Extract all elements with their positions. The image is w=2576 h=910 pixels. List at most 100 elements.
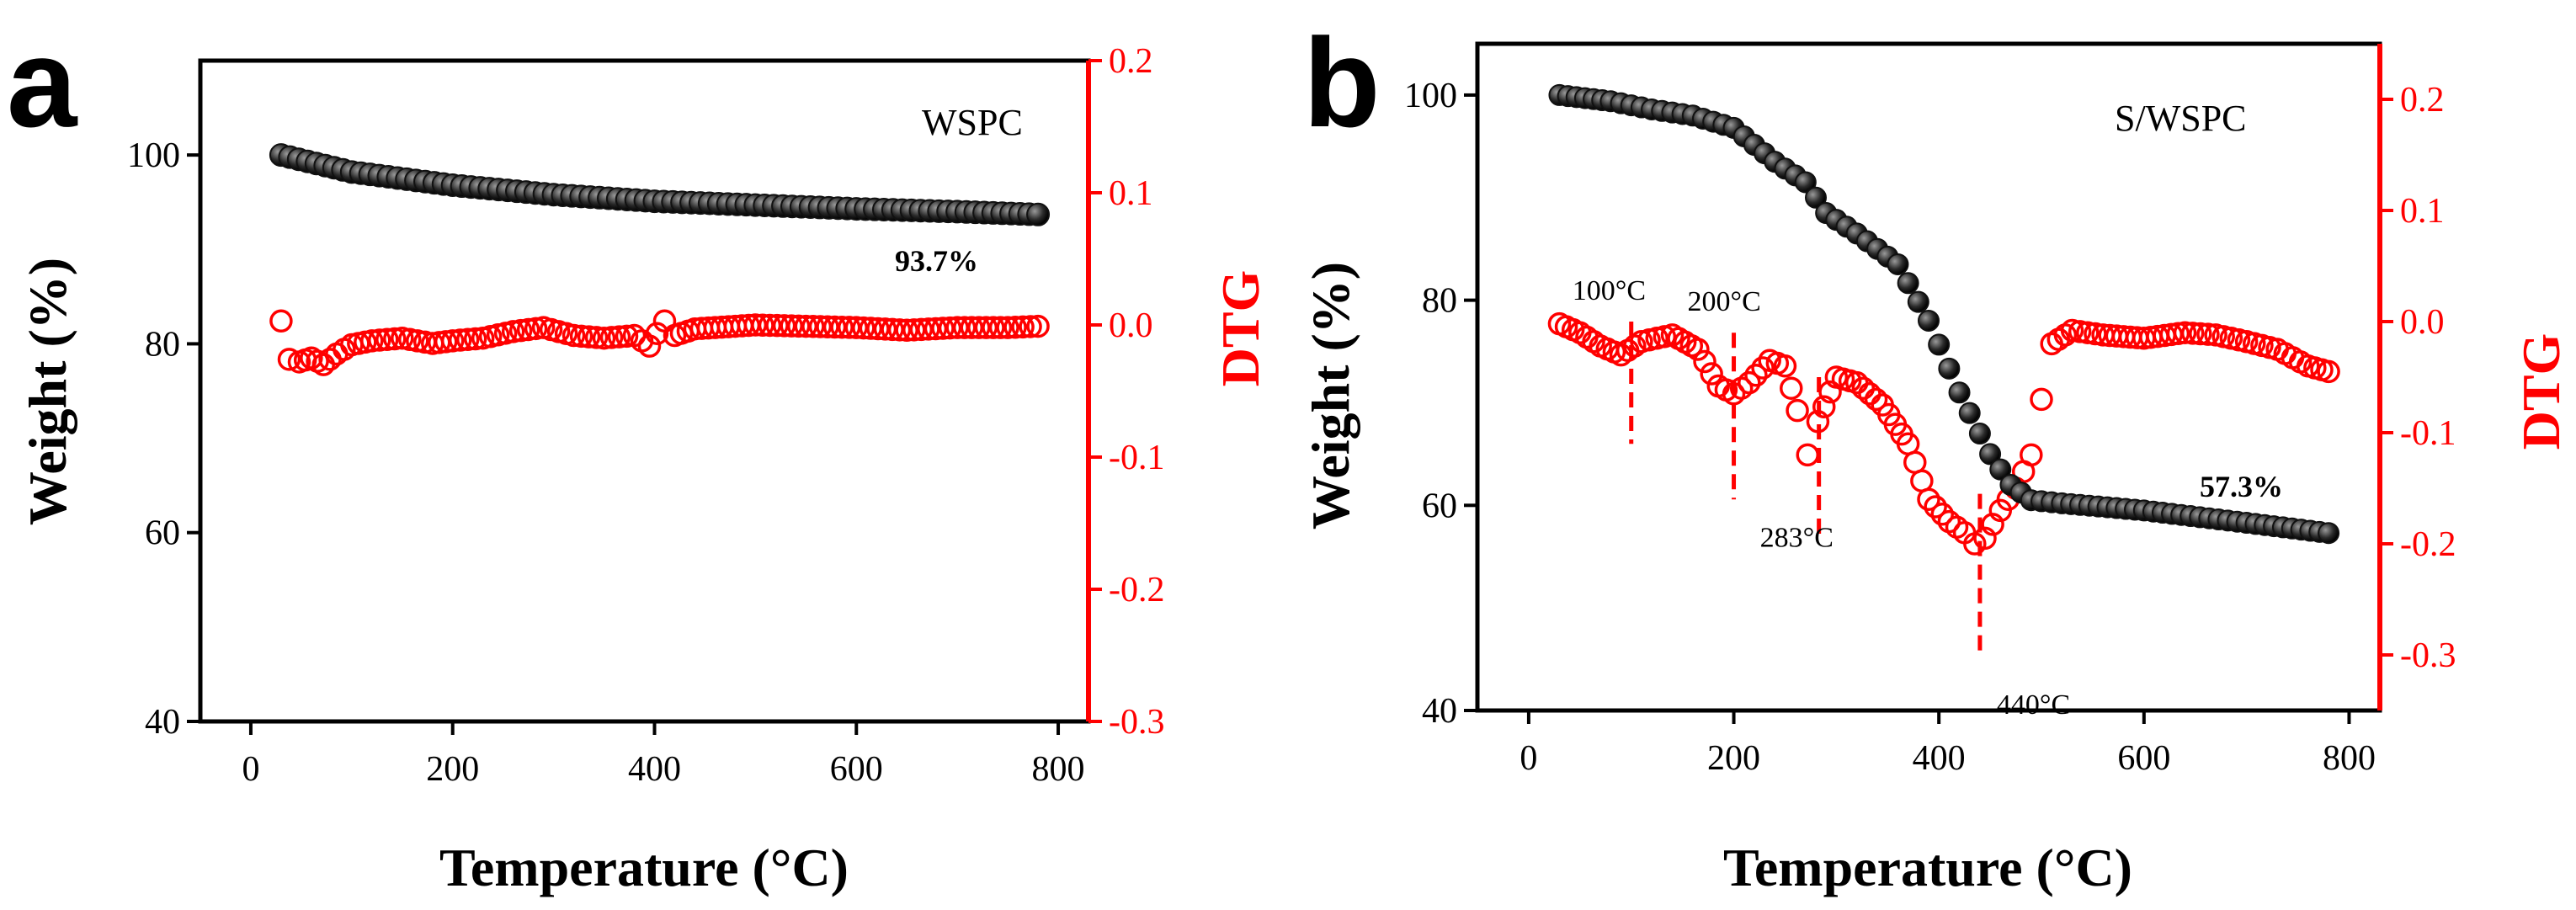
dtg-point	[2189, 322, 2212, 346]
right-y-tick-label: -0.3	[1109, 703, 1165, 742]
dtg-point	[592, 326, 616, 350]
dtg-point	[866, 317, 890, 341]
dtg-point	[2317, 359, 2340, 384]
right-y-tick-label: 0.2	[1109, 42, 1153, 81]
dtg-point	[375, 327, 399, 352]
dtg-point	[2060, 318, 2084, 343]
left-y-tick-label: 100	[1404, 77, 1457, 115]
final-weight-label: 93.7%	[895, 244, 978, 278]
weight-point	[1918, 309, 1940, 332]
right-y-axis: -0.3 -0.2 -0.1 0.0 0.1 0.2	[1088, 42, 1165, 742]
x-tick-label: 200	[1707, 739, 1760, 778]
dtg-point	[569, 324, 593, 349]
dtg-point	[1930, 503, 1954, 526]
dtg-point	[1818, 380, 1842, 404]
peak-annotations: 100°C 200°C 283°C 440°C	[1573, 275, 2070, 721]
weight-series	[1548, 83, 2340, 545]
left-y-axis-title: Weight (%)	[18, 258, 77, 525]
left-y-axis: 40 60 80 100	[127, 136, 200, 742]
dtg-point	[902, 318, 926, 342]
dtg-point	[1751, 356, 1775, 380]
x-tick-label: 800	[2323, 739, 2376, 778]
sample-label: WSPC	[922, 102, 1023, 143]
right-y-tick-label: 0.0	[2400, 303, 2445, 342]
dtg-point	[584, 326, 609, 349]
dtg-point	[1981, 513, 2004, 536]
dtg-point	[562, 323, 586, 348]
x-tick-label: 200	[426, 750, 479, 789]
left-y-tick-label: 60	[145, 514, 180, 553]
dtg-point	[1686, 338, 1710, 361]
dtg-point	[1917, 487, 1940, 511]
final-weight-label: 57.3%	[2200, 470, 2283, 503]
right-y-tick-label: 0.1	[1109, 174, 1153, 213]
dtg-point	[1973, 526, 1997, 551]
weight-point	[1938, 357, 1961, 380]
left-y-tick-label: 100	[127, 136, 180, 175]
left-y-axis-title: Weight (%)	[1301, 262, 1360, 530]
left-y-tick-label: 80	[145, 325, 180, 364]
dtg-point	[2020, 443, 2043, 467]
dtg-point	[368, 328, 391, 352]
dtg-point	[923, 317, 948, 341]
weight-point	[1948, 381, 1971, 404]
weight-point	[1907, 290, 1929, 313]
dtg-point	[852, 316, 876, 340]
x-tick-label: 400	[628, 750, 681, 789]
dtg-point	[508, 318, 533, 343]
dtg-point	[645, 322, 669, 345]
dtg-point	[2173, 321, 2197, 344]
right-y-tick-label: -0.1	[1109, 439, 1165, 477]
dtg-point	[988, 316, 1013, 339]
peak-marker-label: 200°C	[1688, 286, 1761, 317]
x-tick-label: 600	[2117, 739, 2170, 778]
panel-b: b 0 200 400 600 800 40 60 80 100 -0.3 -0.2 -0.1 0.…	[1301, 12, 2571, 897]
right-y-tick-label: 0.0	[1109, 306, 1153, 345]
dtg-point	[516, 317, 540, 342]
dtg-point	[996, 316, 1019, 339]
dtg-point	[1864, 387, 1888, 412]
weight-point	[2318, 522, 2340, 545]
dtg-point	[1806, 410, 1830, 434]
dtg-point	[607, 325, 631, 349]
x-axis-title: Temperature (°C)	[439, 838, 849, 897]
dtg-point	[269, 309, 293, 333]
dtg-point	[917, 317, 940, 341]
dtg-point	[448, 328, 472, 352]
x-axis: 0 200 400 600 800	[1520, 710, 2376, 778]
right-y-tick-label: 0.1	[2400, 192, 2445, 231]
dtg-point	[1026, 314, 1050, 338]
dtg-point	[1738, 370, 1761, 395]
dtg-point	[2180, 322, 2205, 345]
dtg-point	[637, 334, 662, 358]
dtg-point	[318, 348, 342, 371]
dtg-point	[599, 326, 624, 349]
right-y-tick-label: -0.3	[2400, 636, 2456, 675]
weight-point	[1805, 186, 1827, 209]
dtg-point	[440, 329, 465, 353]
dtg-point	[895, 318, 918, 343]
left-y-tick-label: 40	[145, 703, 180, 742]
dtg-point	[311, 353, 336, 376]
dtg-point	[615, 324, 639, 349]
panel-a: a 0 200 400 600 800 40 60 80 100 -0.3 -0.2 -0.1 0.…	[7, 12, 1270, 897]
x-axis-title: Temperature (°C)	[1723, 838, 2132, 897]
dtg-series	[1547, 311, 2340, 556]
dtg-point	[455, 327, 480, 352]
dtg-point	[1796, 443, 1820, 467]
right-y-tick-label: -0.2	[2400, 525, 2456, 564]
right-y-axis-title: DTG	[1211, 270, 1270, 387]
weight-point	[1958, 402, 1981, 424]
x-tick-label: 800	[1032, 750, 1085, 789]
dtg-point	[909, 317, 934, 342]
dtg-point	[398, 327, 422, 352]
dtg-point	[406, 329, 429, 353]
right-y-tick-label: -0.2	[1109, 571, 1165, 609]
dtg-point	[1744, 364, 1768, 387]
x-tick-label: 400	[1913, 739, 1966, 778]
weight-point	[1928, 333, 1951, 356]
weight-series	[269, 143, 1051, 226]
dtg-point	[577, 325, 601, 349]
right-y-axis-title: DTG	[2511, 333, 2571, 450]
